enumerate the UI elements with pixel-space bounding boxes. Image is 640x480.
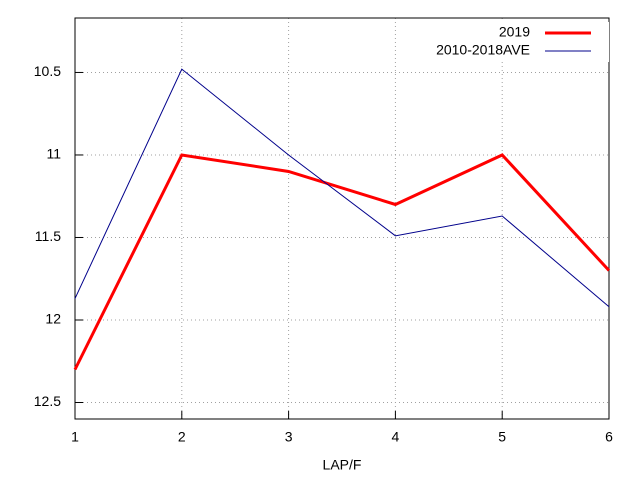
x-tick-label: 6 bbox=[605, 429, 613, 445]
y-tick-label: 11.5 bbox=[35, 228, 61, 244]
x-tick-label: 3 bbox=[285, 429, 293, 445]
y-tick-label: 10.5 bbox=[34, 63, 61, 79]
x-axis-label: LAP/F bbox=[323, 457, 362, 473]
y-tick-label: 12 bbox=[45, 311, 61, 327]
x-tick-label: 2 bbox=[178, 429, 186, 445]
x-tick-label: 5 bbox=[498, 429, 506, 445]
line-series bbox=[73, 153, 611, 371]
x-tick-label: 4 bbox=[392, 429, 400, 445]
legend-label: 2019 bbox=[499, 24, 530, 40]
line-series bbox=[74, 68, 610, 308]
y-tick-label: 12.5 bbox=[34, 393, 61, 409]
y-tick-label: 11 bbox=[46, 146, 61, 162]
legend-label: 2010-2018AVE bbox=[436, 42, 530, 58]
plot-frame bbox=[74, 17, 610, 420]
legend-box bbox=[415, 22, 609, 62]
x-tick-label: 1 bbox=[71, 429, 79, 445]
